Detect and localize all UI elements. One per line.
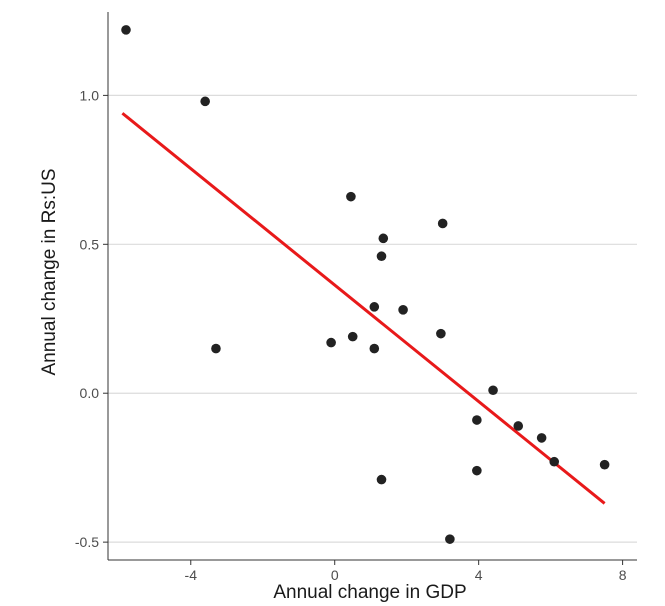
x-tick-label: -4 <box>185 567 198 583</box>
y-tick-label: 1.0 <box>80 87 100 103</box>
y-tick-label: 0.0 <box>80 385 100 401</box>
data-point <box>369 343 380 354</box>
fit-line-group <box>121 112 606 505</box>
data-point <box>445 534 455 544</box>
regression-line <box>121 112 606 505</box>
x-axis-title: Annual change in GDP <box>273 582 466 603</box>
data-point <box>513 421 524 431</box>
data-point <box>437 218 448 229</box>
tick-labels: -0.5 0.0 0.5 1.0 -4 0 4 8 <box>75 87 627 583</box>
grid-lines <box>108 94 637 543</box>
data-point <box>376 474 387 485</box>
data-point <box>549 456 560 467</box>
x-tick-label: 0 <box>331 567 339 583</box>
data-point <box>200 96 210 107</box>
data-point <box>369 302 380 312</box>
data-point <box>211 343 221 354</box>
y-tick-label: 0.5 <box>80 236 100 252</box>
data-point <box>378 233 389 244</box>
data-point <box>121 25 131 35</box>
data-point <box>376 251 387 262</box>
data-point <box>326 337 336 348</box>
data-point <box>398 305 408 315</box>
data-point <box>347 331 358 342</box>
x-tick-label: 8 <box>619 567 627 583</box>
x-tick-label: 4 <box>475 567 483 583</box>
data-point <box>472 465 482 476</box>
data-point <box>436 328 446 339</box>
data-point <box>488 385 498 396</box>
data-point <box>536 433 547 443</box>
data-point <box>472 415 482 425</box>
data-point <box>599 459 610 470</box>
data-point <box>346 191 356 202</box>
data-points <box>121 25 610 544</box>
axes <box>103 12 637 565</box>
y-tick-label: -0.5 <box>75 534 99 550</box>
y-axis-title: Annual change in Rs:US <box>39 168 60 375</box>
